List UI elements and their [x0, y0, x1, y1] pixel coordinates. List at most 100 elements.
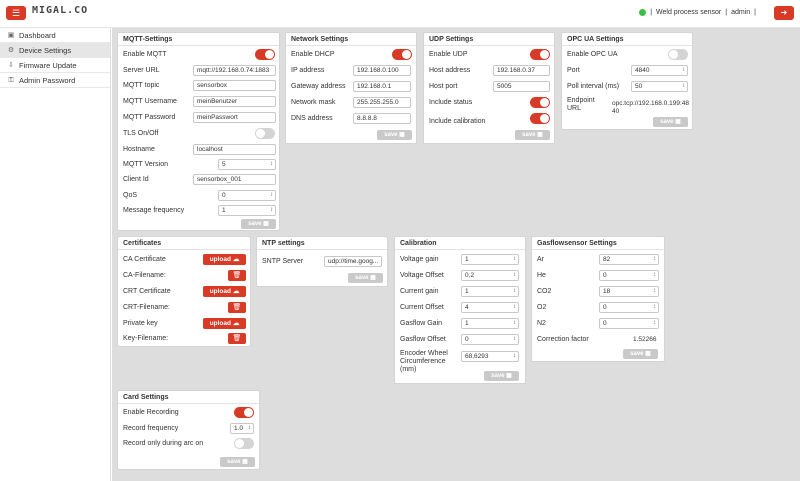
enable-mqtt-toggle[interactable] — [255, 49, 275, 60]
logout-button[interactable]: ➜ — [774, 6, 794, 20]
record-frequency-select[interactable]: 1.0 — [230, 423, 254, 434]
sidebar: ▣ Dashboard ⚙ Device Settings ⇩ Firmware… — [0, 28, 111, 481]
gasflowsensor-settings-card: Gasflowsensor Settings Ar 82 He 0 CO2 18… — [531, 236, 665, 362]
mqtt-version-select[interactable]: 5 — [218, 159, 276, 170]
mqtt-username-input[interactable]: meinBenutzer — [193, 96, 276, 107]
key-icon: ⚿ — [8, 76, 14, 84]
include-calibration-toggle[interactable] — [530, 113, 550, 124]
voltage-offset-input[interactable]: 0,2 — [461, 270, 519, 281]
main-content: MQTT-Settings Enable MQTT Server URL mqt… — [112, 28, 800, 481]
card-title: Network Settings — [286, 33, 416, 46]
calibration-card: Calibration Voltage gain 1 Voltage Offse… — [394, 236, 526, 384]
device-name: Weld process sensor — [656, 9, 722, 16]
save-button[interactable]: save ▦ — [515, 130, 550, 140]
save-button[interactable]: save ▦ — [220, 457, 255, 467]
logout-icon: ➜ — [780, 8, 788, 17]
qos-select[interactable]: 0 — [218, 190, 276, 201]
save-button[interactable]: save ▦ — [348, 273, 383, 283]
trash-icon: 🗑 — [232, 304, 242, 311]
hamburger-icon: ☰ — [11, 8, 21, 18]
save-button[interactable]: save ▦ — [241, 219, 276, 229]
status-indicator — [639, 9, 647, 16]
delete-key-button[interactable]: 🗑 — [228, 333, 246, 344]
upload-icon: ☁ — [232, 288, 240, 295]
sntp-server-input[interactable]: udp://time.goog... — [324, 256, 382, 267]
gasflow-offset-input[interactable]: 0 — [461, 334, 519, 345]
network-mask-input[interactable]: 255.255.255.0 — [353, 97, 411, 108]
message-frequency-select[interactable]: 1 — [218, 205, 276, 216]
o2-input[interactable]: 0 — [599, 302, 659, 313]
ar-input[interactable]: 82 — [599, 254, 659, 265]
gateway-address-input[interactable]: 192.168.0.1 — [353, 81, 411, 92]
save-button[interactable]: save ▦ — [484, 371, 519, 381]
client-id-input[interactable]: sensorbox_001 — [193, 174, 276, 185]
he-input[interactable]: 0 — [599, 270, 659, 281]
tls-toggle[interactable] — [255, 128, 275, 139]
ntp-settings-card: NTP settings SNTP Server udp://time.goog… — [256, 236, 388, 287]
host-port-input[interactable]: 5005 — [493, 81, 550, 92]
card-title: OPC UA Settings — [562, 33, 692, 46]
mqtt-topic-input[interactable]: sensorbox — [193, 80, 276, 91]
certificates-card: Certificates CA Certificate upload ☁ CA-… — [117, 236, 251, 347]
card-settings-card: Card Settings Enable Recording Record fr… — [117, 390, 260, 470]
encoder-circumference-input[interactable]: 68,6293 — [461, 351, 519, 362]
udp-settings-card: UDP Settings Enable UDP Host address 192… — [423, 32, 555, 144]
top-bar: ☰ MIGAL.CO | Weld process sensor | admin… — [0, 0, 800, 28]
upload-icon: ☁ — [232, 256, 240, 263]
upload-key-button[interactable]: upload ☁ — [203, 318, 246, 329]
save-button[interactable]: save ▦ — [623, 349, 658, 359]
host-address-input[interactable]: 192.168.0.37 — [493, 65, 550, 76]
dns-address-input[interactable]: 8.8.8.8 — [353, 113, 411, 124]
ip-address-input[interactable]: 192.168.0.100 — [353, 65, 411, 76]
opcua-port-input[interactable]: 4840 — [631, 65, 688, 76]
current-gain-input[interactable]: 1 — [461, 286, 519, 297]
upload-crt-button[interactable]: upload ☁ — [203, 286, 246, 297]
card-title: Certificates — [118, 237, 250, 250]
gasflow-gain-input[interactable]: 1 — [461, 318, 519, 329]
upload-icon: ☁ — [232, 320, 240, 327]
monitor-icon: ▣ — [7, 31, 15, 39]
upload-ca-button[interactable]: upload ☁ — [203, 254, 246, 265]
sidebar-item-dashboard[interactable]: ▣ Dashboard — [0, 28, 110, 43]
enable-opcua-toggle[interactable] — [668, 49, 688, 60]
trash-icon: 🗑 — [232, 335, 242, 342]
record-during-arc-toggle[interactable] — [234, 438, 254, 449]
card-title: MQTT-Settings — [118, 33, 279, 46]
card-title: NTP settings — [257, 237, 387, 250]
network-settings-card: Network Settings Enable DHCP IP address … — [285, 32, 417, 144]
card-title: Gasflowsensor Settings — [532, 237, 664, 250]
save-button[interactable]: save ▦ — [377, 130, 412, 140]
gear-icon: ⚙ — [7, 46, 15, 54]
server-url-input[interactable]: mqtt://192.168.0.74:1883 — [193, 65, 276, 76]
enable-udp-toggle[interactable] — [530, 49, 550, 60]
endpoint-url-value: opc.tcp://192.168.0.199:4840 — [612, 100, 689, 115]
card-title: UDP Settings — [424, 33, 554, 46]
correction-factor-value: 1.52266 — [633, 336, 657, 343]
device-status: | Weld process sensor | admin | — [639, 9, 756, 16]
sidebar-item-device-settings[interactable]: ⚙ Device Settings — [0, 43, 110, 58]
logo: MIGAL.CO — [32, 5, 89, 16]
save-button[interactable]: save ▦ — [653, 117, 688, 127]
voltage-gain-input[interactable]: 1 — [461, 254, 519, 265]
trash-icon: 🗑 — [232, 272, 242, 279]
enable-recording-toggle[interactable] — [234, 407, 254, 418]
delete-crt-button[interactable]: 🗑 — [228, 302, 246, 313]
current-offset-input[interactable]: 4 — [461, 302, 519, 313]
include-status-toggle[interactable] — [530, 97, 550, 108]
card-title: Card Settings — [118, 391, 259, 404]
poll-interval-input[interactable]: 50 — [631, 81, 688, 92]
sidebar-item-admin-password[interactable]: ⚿ Admin Password — [0, 73, 110, 88]
enable-dhcp-toggle[interactable] — [392, 49, 412, 60]
user-name: admin — [731, 9, 751, 16]
hamburger-menu-button[interactable]: ☰ — [6, 6, 26, 20]
sidebar-item-firmware-update[interactable]: ⇩ Firmware Update — [0, 58, 110, 73]
download-icon: ⇩ — [8, 61, 14, 69]
opcua-settings-card: OPC UA Settings Enable OPC UA Port 4840 … — [561, 32, 693, 130]
card-title: Calibration — [395, 237, 525, 250]
hostname-input[interactable]: localhost — [193, 144, 276, 155]
co2-input[interactable]: 18 — [599, 286, 659, 297]
mqtt-password-input[interactable]: meinPasswort — [193, 112, 276, 123]
mqtt-settings-card: MQTT-Settings Enable MQTT Server URL mqt… — [117, 32, 280, 231]
n2-input[interactable]: 0 — [599, 318, 659, 329]
delete-ca-button[interactable]: 🗑 — [228, 270, 246, 281]
